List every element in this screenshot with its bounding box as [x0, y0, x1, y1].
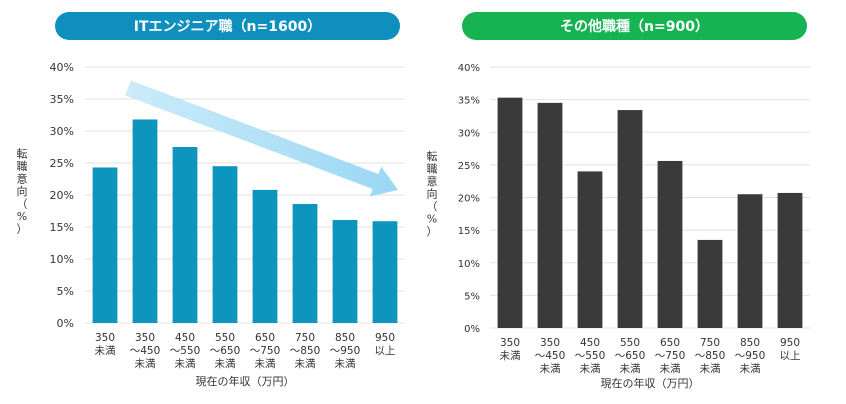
x-tick-label: 550 ～650 未満	[210, 332, 241, 370]
x-tick-label: 350 ～450 未満	[130, 332, 161, 370]
x-tick-label: 350 未満	[500, 337, 521, 362]
x-tick-label: 850 ～950 未満	[735, 337, 766, 375]
bar	[212, 166, 238, 323]
y-tick-label: 10%	[458, 259, 480, 270]
y-axis-label: 転職意向（%）	[17, 148, 28, 236]
y-tick-label: 15%	[50, 221, 74, 234]
x-tick-label: 350 ～450 未満	[535, 337, 566, 375]
x-tick-label: 650 ～750 未満	[655, 337, 686, 375]
bar	[497, 97, 523, 328]
y-tick-label: 5%	[57, 285, 74, 298]
x-tick-label: 750 ～850 未満	[290, 332, 321, 370]
y-tick-label: 15%	[458, 226, 480, 237]
chart-title-background	[462, 12, 807, 40]
x-tick-label: 450 ～550 未満	[575, 337, 606, 375]
y-tick-label: 40%	[50, 61, 74, 74]
bar	[172, 147, 198, 323]
chart-title-background	[55, 12, 400, 40]
bar	[657, 160, 683, 328]
chart-0: ITエンジニア職（n=1600） 0% 5% 10% 15% 20% 25% 30% 35% 40…	[17, 12, 405, 388]
x-axis-label: 現在の年収（万円）	[196, 374, 295, 388]
bar	[92, 167, 118, 323]
x-tick-label: 750 ～850 未満	[695, 337, 726, 375]
y-tick-label: 5%	[464, 291, 480, 302]
bar	[132, 119, 158, 323]
bar	[697, 239, 723, 328]
bar	[372, 221, 398, 323]
trend-arrow	[125, 80, 398, 197]
y-tick-label: 0%	[464, 324, 480, 335]
x-tick-label: 650 ～750 未満	[250, 332, 281, 370]
x-axis-label: 現在の年収（万円）	[601, 376, 700, 390]
y-tick-label: 25%	[458, 161, 480, 172]
y-tick-label: 10%	[50, 253, 74, 266]
bar	[777, 192, 803, 328]
y-tick-label: 20%	[458, 194, 480, 205]
y-tick-label: 35%	[50, 93, 74, 106]
bar	[252, 189, 278, 323]
chart-title: ITエンジニア職（n=1600）	[134, 18, 321, 35]
chart-1: その他職種（n=900） 0% 5% 10% 15% 20% 25% 30% 35% 40% 350…	[427, 12, 810, 390]
y-tick-label: 25%	[50, 157, 74, 170]
y-axis-label: 転職意向（%）	[427, 150, 438, 238]
bar	[332, 219, 358, 323]
bar	[577, 171, 603, 328]
x-tick-label: 850 ～950 未満	[330, 332, 361, 370]
y-tick-label: 40%	[458, 63, 480, 74]
y-tick-label: 30%	[458, 128, 480, 139]
bar	[617, 110, 643, 328]
x-tick-label: 950 以上	[375, 332, 396, 357]
x-tick-label: 450 ～550 未満	[170, 332, 201, 370]
chart-title: その他職種（n=900）	[560, 18, 709, 35]
y-tick-label: 0%	[57, 317, 74, 330]
x-tick-label: 550 ～650 未満	[615, 337, 646, 375]
bar	[537, 102, 563, 328]
y-tick-label: 35%	[458, 96, 480, 107]
y-tick-label: 20%	[50, 189, 74, 202]
x-tick-label: 950 以上	[780, 337, 801, 362]
y-tick-label: 30%	[50, 125, 74, 138]
bar	[292, 203, 318, 323]
bar	[737, 194, 763, 328]
x-tick-label: 350 未満	[95, 332, 116, 357]
